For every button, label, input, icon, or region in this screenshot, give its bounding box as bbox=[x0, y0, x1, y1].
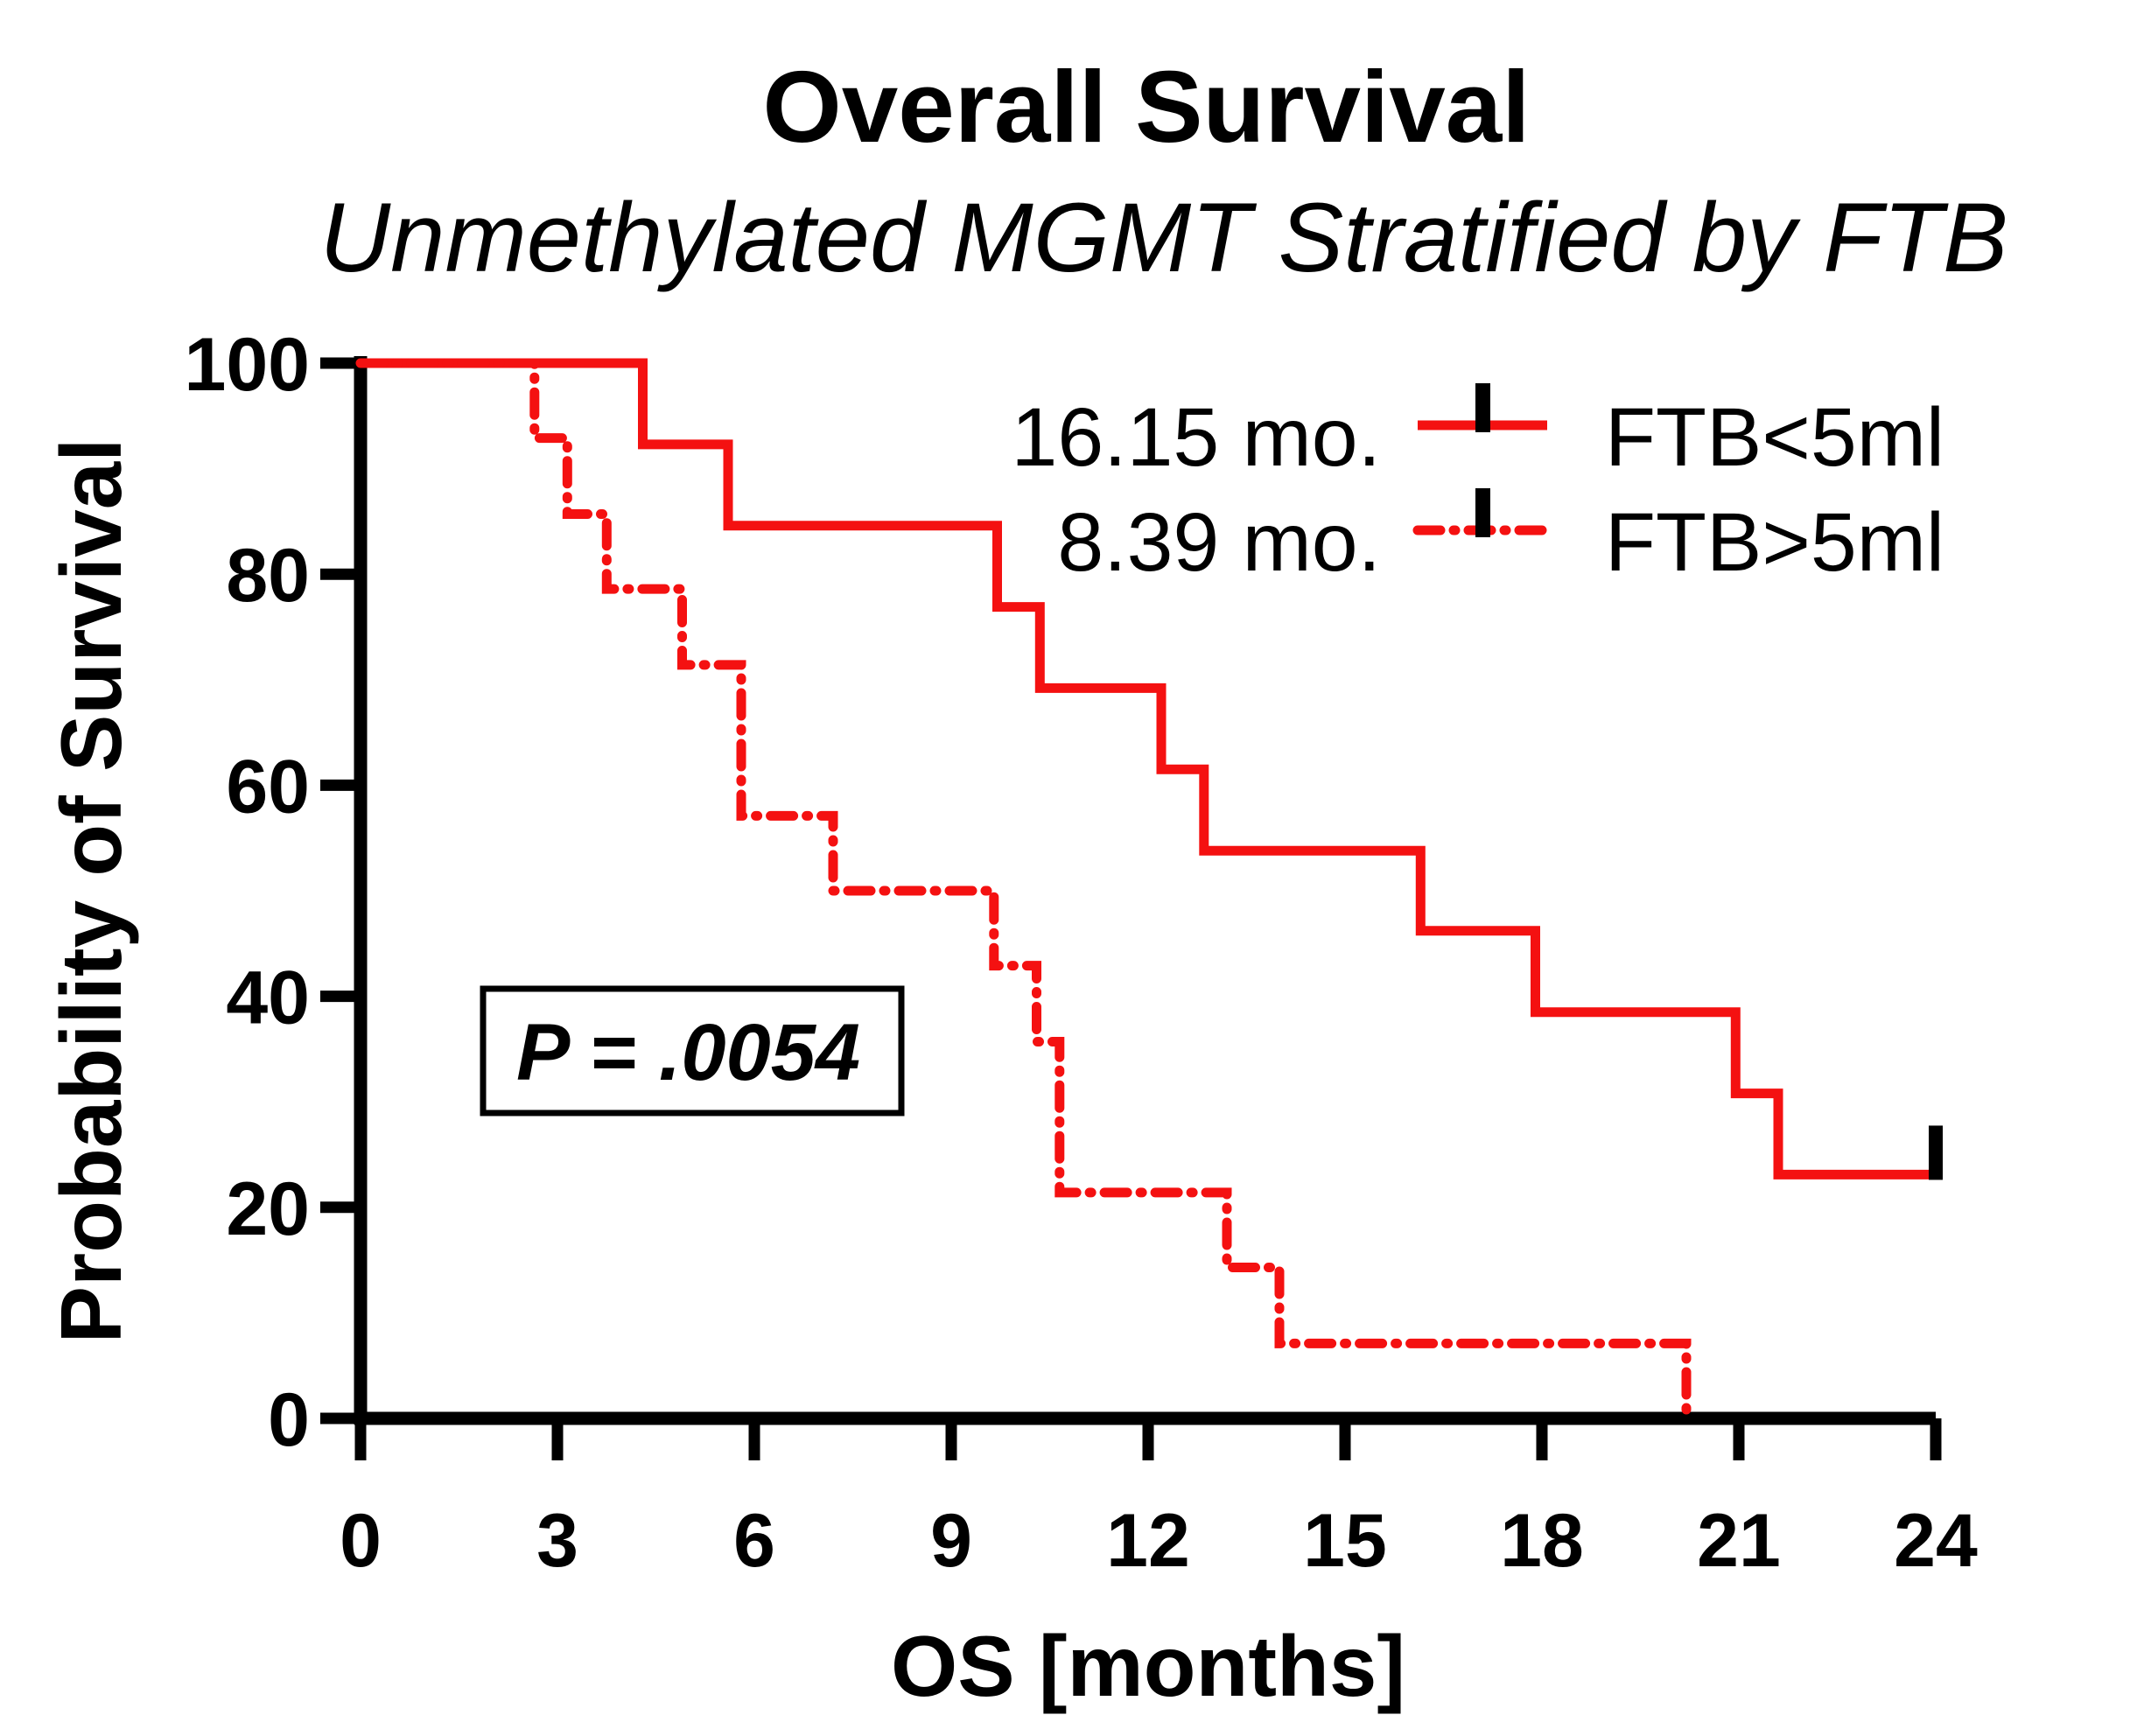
x-tick-label: 6 bbox=[733, 1499, 775, 1583]
legend: 16.15 mo. FTB<5ml 8.39 mo. FTB>5ml bbox=[1012, 383, 1944, 589]
x-tick-label: 9 bbox=[930, 1499, 972, 1583]
p-value-border bbox=[480, 985, 905, 1116]
legend-median-ftb-gt5ml: 8.39 mo. bbox=[1057, 496, 1381, 589]
x-tick-label: 18 bbox=[1500, 1499, 1584, 1583]
x-tick-label: 3 bbox=[536, 1499, 578, 1583]
censor-tick bbox=[1929, 1125, 1943, 1180]
legend-censor-tick-icon bbox=[1475, 383, 1490, 432]
legend-censor-tick-icon bbox=[1475, 488, 1490, 537]
x-tick-label: 24 bbox=[1894, 1499, 1978, 1583]
km-curve-FTBgt5ml bbox=[355, 358, 1692, 1424]
y-tick-label: 40 bbox=[226, 956, 310, 1040]
y-tick-label: 100 bbox=[185, 323, 311, 407]
legend-label-ftb-gt5ml: FTB>5ml bbox=[1605, 496, 1944, 589]
chart-title: Overall Survival bbox=[763, 50, 1531, 164]
axes: 0 3 6 9 12 15 18 21 24 0 20 40 60 80 100 bbox=[185, 323, 1978, 1583]
y-tick-label: 80 bbox=[226, 534, 310, 618]
y-axis-title: Probability of Survival bbox=[43, 438, 139, 1344]
x-axis-title: OS [months] bbox=[891, 1618, 1405, 1714]
x-tick-label: 21 bbox=[1697, 1499, 1781, 1583]
y-tick-label: 20 bbox=[226, 1167, 310, 1251]
p-value-box: P = .0054 bbox=[480, 985, 905, 1116]
legend-label-ftb-lt5ml: FTB<5ml bbox=[1605, 391, 1944, 484]
legend-median-ftb-lt5ml: 16.15 mo. bbox=[1012, 391, 1382, 484]
km-curve-FTBlt5ml bbox=[361, 358, 1936, 1180]
y-tick-label: 0 bbox=[268, 1378, 310, 1462]
x-tick-label: 15 bbox=[1303, 1499, 1387, 1583]
chart-subtitle: Unmethylated MGMT Stratified by FTB bbox=[319, 183, 2007, 292]
p-value-text: P = .0054 bbox=[516, 1008, 860, 1097]
x-tick-label: 0 bbox=[340, 1499, 382, 1583]
x-tick-label: 12 bbox=[1106, 1499, 1190, 1583]
censor-marks bbox=[1929, 1125, 1943, 1180]
survival-curves bbox=[355, 358, 1936, 1424]
y-tick-label: 60 bbox=[226, 745, 310, 829]
